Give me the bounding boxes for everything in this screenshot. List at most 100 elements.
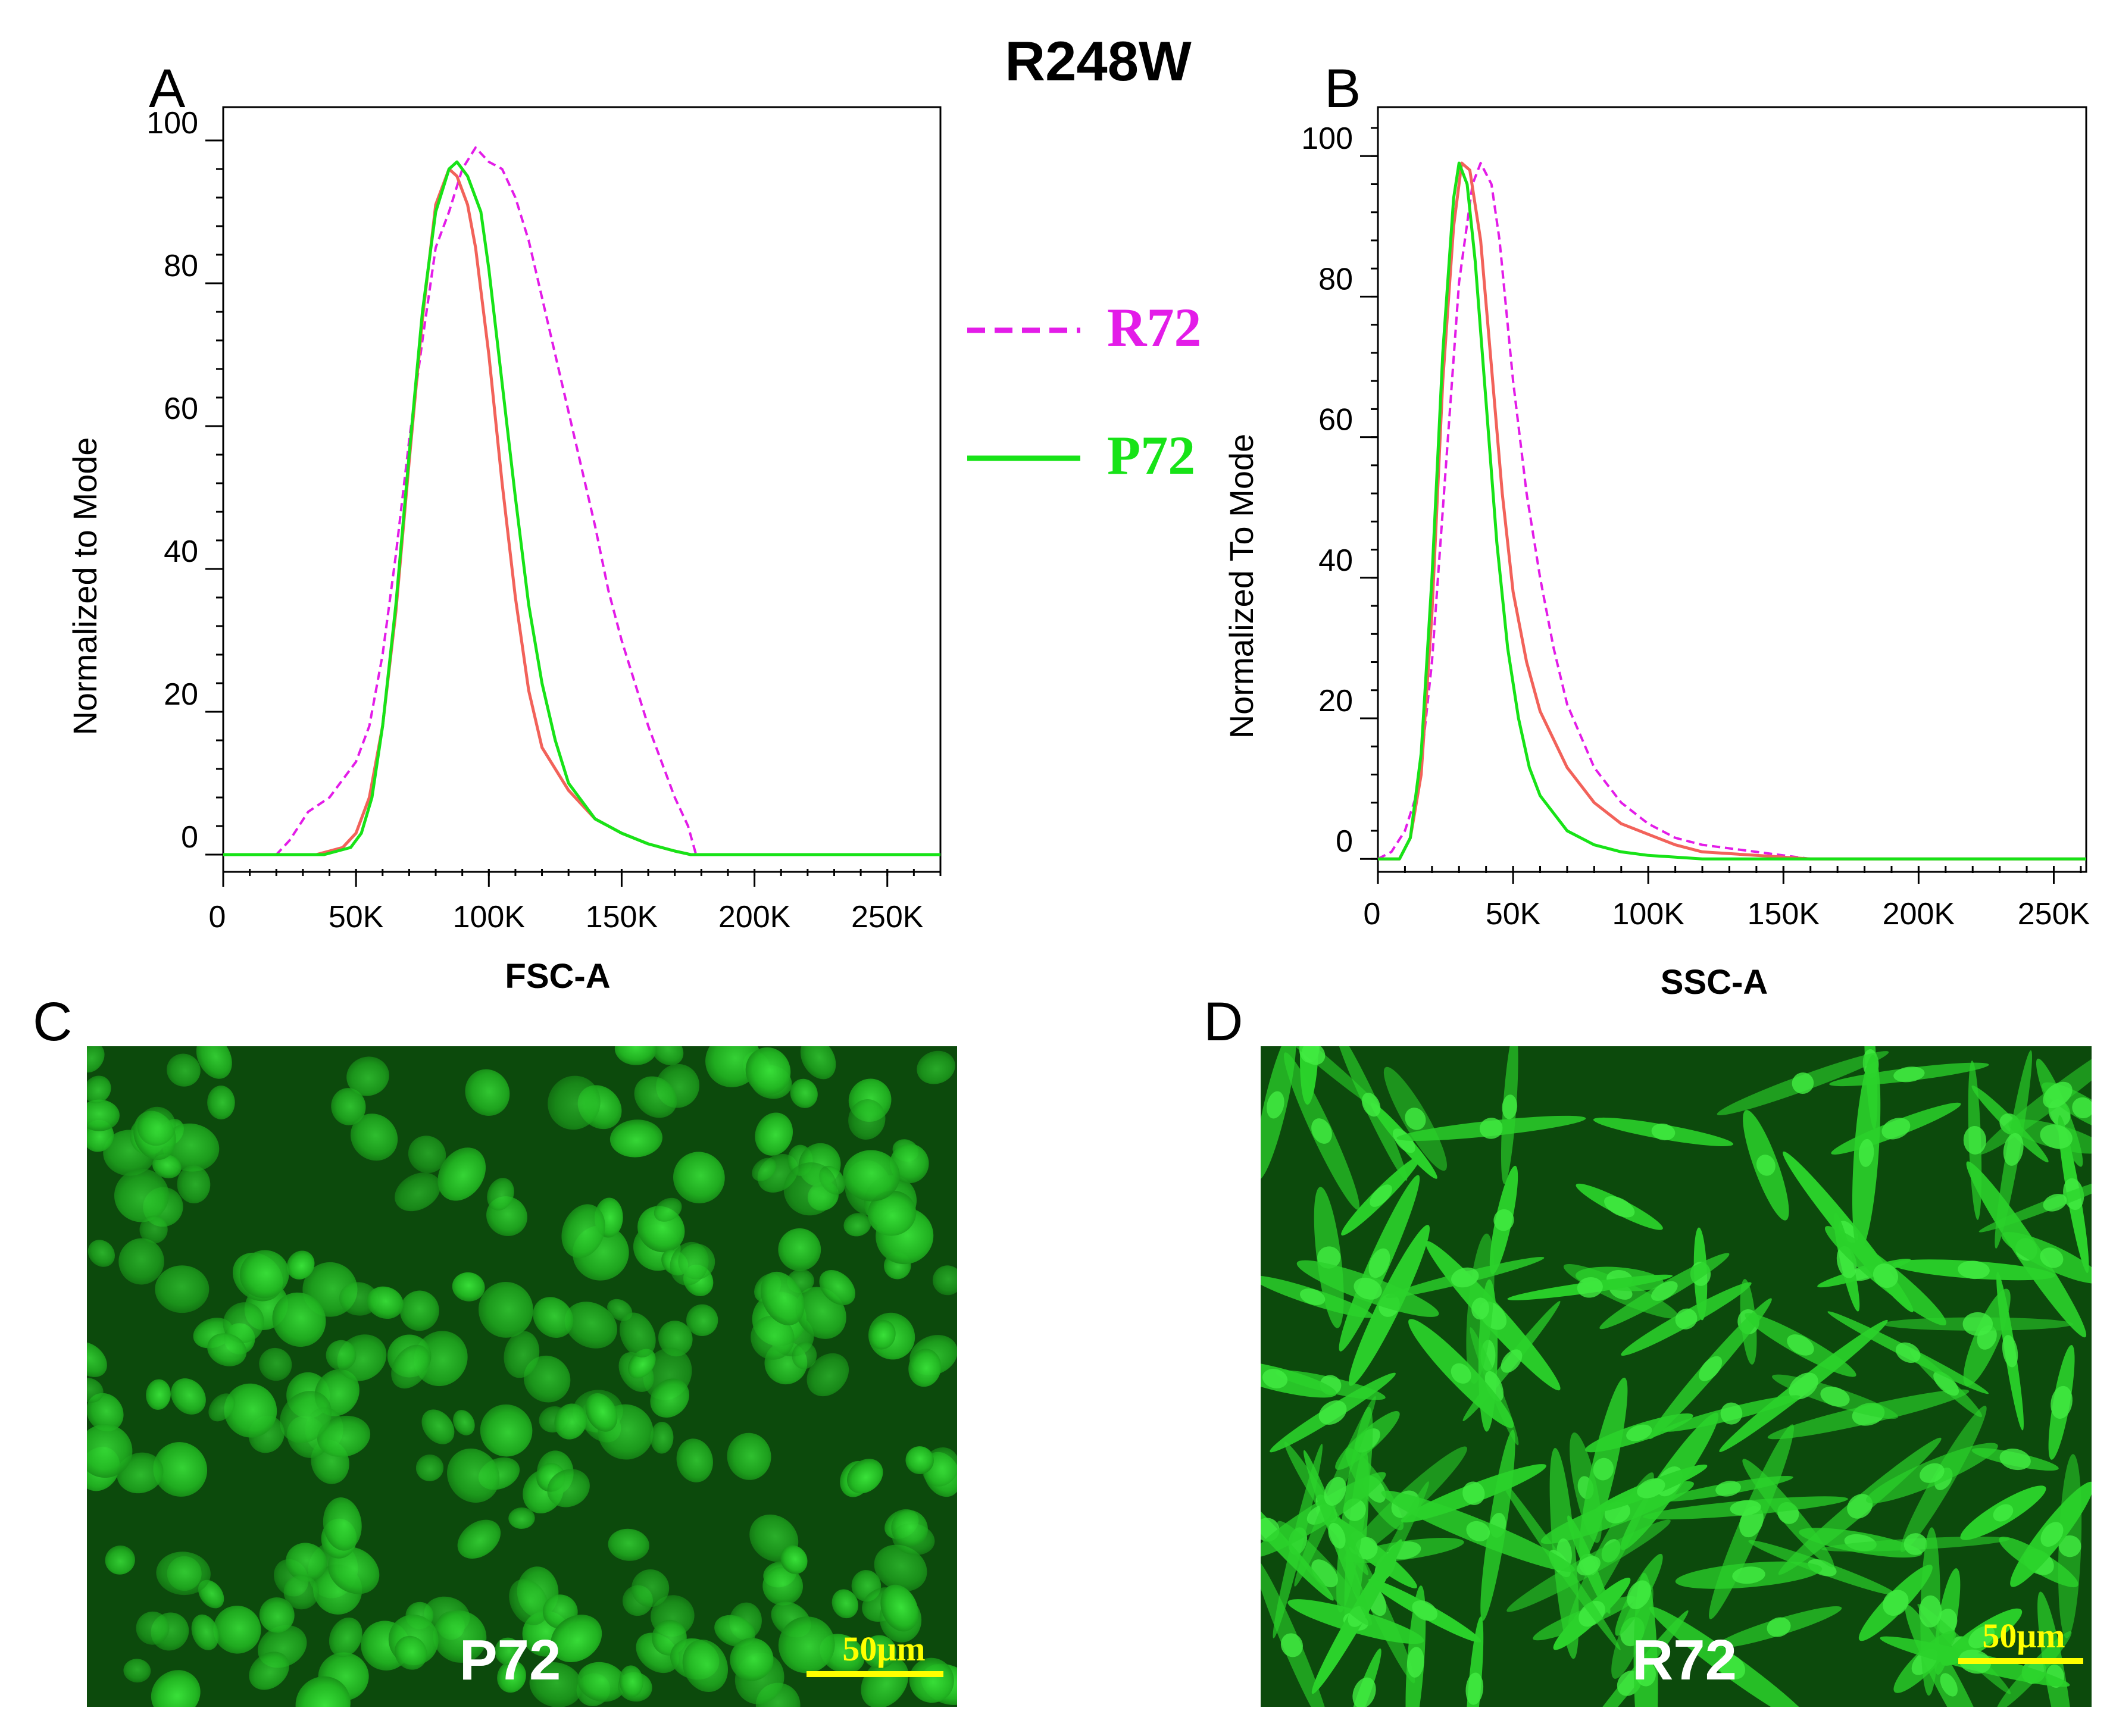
scale-bar-label-d: 50μm bbox=[1982, 1616, 2065, 1655]
cell-body bbox=[1730, 1500, 1761, 1516]
cell bbox=[279, 1391, 332, 1443]
y-tick-label: 40 bbox=[1318, 543, 1353, 578]
panel-label-b: B bbox=[1324, 58, 1361, 119]
cell bbox=[87, 1341, 107, 1377]
cell-body bbox=[1577, 1277, 1603, 1298]
cell bbox=[367, 1286, 404, 1319]
figure-title: R248W bbox=[1005, 30, 1192, 92]
legend-label-r72: R72 bbox=[1107, 297, 1201, 358]
cell-body bbox=[1699, 1356, 1723, 1381]
cell bbox=[745, 1047, 791, 1095]
panel-label-a: A bbox=[149, 58, 186, 119]
cell bbox=[714, 1615, 755, 1647]
cell bbox=[790, 1078, 818, 1108]
cell-body bbox=[1462, 1481, 1485, 1505]
cell bbox=[891, 1510, 928, 1547]
cell bbox=[631, 1569, 670, 1607]
cell-body bbox=[1355, 1537, 1378, 1560]
cell-body bbox=[1787, 1334, 1814, 1356]
cell bbox=[329, 1617, 362, 1657]
cell bbox=[153, 1442, 208, 1497]
cell bbox=[326, 1340, 357, 1371]
y-tick-label: 100 bbox=[146, 106, 198, 140]
cell-body bbox=[1756, 1155, 1776, 1176]
cell bbox=[213, 1606, 261, 1654]
cell bbox=[868, 1319, 896, 1350]
cell bbox=[327, 1547, 380, 1594]
cell bbox=[846, 1459, 883, 1494]
cell-body bbox=[1883, 1590, 1909, 1616]
panel-label-c: C bbox=[33, 991, 72, 1052]
series-line-a-p72 bbox=[223, 160, 940, 856]
cell-body bbox=[1451, 1363, 1471, 1384]
scale-bar-d bbox=[1958, 1658, 2083, 1664]
cell-body bbox=[1280, 1633, 1304, 1657]
cell bbox=[196, 1046, 232, 1079]
cell bbox=[861, 1657, 909, 1707]
cell bbox=[208, 1393, 236, 1422]
cell-body bbox=[1362, 1093, 1381, 1117]
cell-body bbox=[1577, 1556, 1601, 1576]
x-axis-label-a: FSC-A bbox=[505, 957, 610, 996]
cell-body bbox=[1637, 1478, 1665, 1499]
cell bbox=[504, 1331, 540, 1378]
cell bbox=[452, 1272, 485, 1302]
cell bbox=[533, 1297, 574, 1338]
legend-label-p72: P72 bbox=[1107, 425, 1195, 486]
cell-body bbox=[1465, 1672, 1484, 1705]
cell bbox=[783, 1162, 837, 1216]
cell bbox=[286, 1543, 327, 1582]
cell bbox=[286, 1250, 315, 1280]
cell bbox=[551, 1615, 602, 1662]
cell bbox=[480, 1404, 533, 1457]
cell-body bbox=[2058, 1535, 2081, 1557]
cell bbox=[156, 1552, 211, 1596]
cell bbox=[658, 1321, 693, 1357]
cell bbox=[249, 1651, 289, 1690]
y-tick-label: 60 bbox=[164, 392, 198, 426]
cell-body bbox=[1406, 1647, 1424, 1678]
cell bbox=[762, 1566, 804, 1606]
cell-body bbox=[1675, 1308, 1698, 1330]
cell bbox=[909, 1657, 954, 1703]
cell-body bbox=[1858, 1138, 1874, 1167]
cell bbox=[437, 1147, 486, 1201]
cell-body bbox=[2043, 1193, 2067, 1212]
cell-body bbox=[1636, 1661, 1656, 1687]
cell bbox=[87, 1378, 104, 1403]
cell-body bbox=[1627, 1580, 1651, 1609]
cell-body bbox=[1895, 1342, 1921, 1363]
cell bbox=[608, 1528, 649, 1561]
cell bbox=[415, 1454, 444, 1481]
cell-body bbox=[1933, 1371, 1959, 1396]
cell bbox=[259, 1597, 295, 1633]
x-tick-label: 250K bbox=[851, 900, 924, 934]
cell bbox=[651, 1046, 684, 1066]
cell bbox=[207, 1333, 247, 1366]
cell bbox=[682, 1639, 729, 1693]
cell-body bbox=[2072, 1097, 2092, 1119]
cell bbox=[87, 1099, 120, 1131]
cell bbox=[730, 1638, 774, 1681]
cell-body bbox=[2003, 1133, 2024, 1166]
cell bbox=[760, 1271, 805, 1325]
cell-body bbox=[1267, 1091, 1284, 1119]
cell bbox=[509, 1579, 549, 1625]
cell bbox=[457, 1519, 501, 1559]
cell bbox=[564, 1302, 617, 1349]
y-axis-label-b: Normalized To Mode bbox=[1223, 434, 1260, 739]
cell bbox=[391, 1344, 430, 1389]
cell bbox=[800, 1046, 836, 1080]
cell-body bbox=[1311, 1118, 1332, 1144]
cell bbox=[118, 1238, 164, 1285]
cells-c bbox=[87, 1046, 957, 1707]
cell bbox=[400, 1290, 439, 1331]
cell bbox=[673, 1152, 725, 1203]
scale-bar-c bbox=[807, 1671, 943, 1677]
cell bbox=[905, 1446, 934, 1475]
cell bbox=[447, 1448, 500, 1503]
cell bbox=[548, 1075, 601, 1130]
cell-body bbox=[1354, 1277, 1382, 1300]
cell-body bbox=[1968, 1626, 1995, 1649]
x-tick-label: 150K bbox=[1748, 897, 1820, 931]
